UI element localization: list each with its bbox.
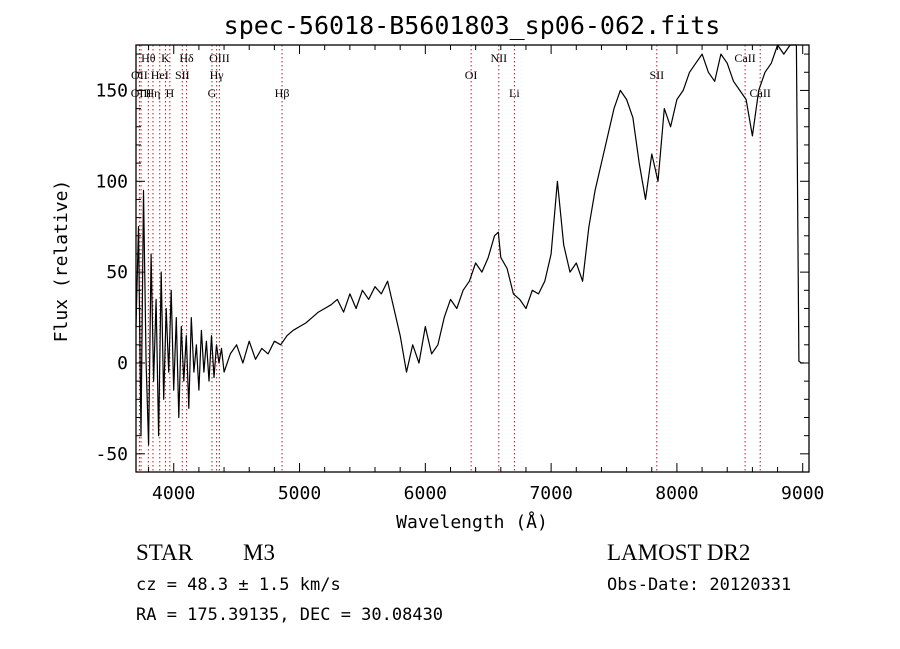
spectrum-line (135, 44, 804, 446)
line-label: Hβ (275, 86, 290, 100)
object-class: STAR (136, 540, 194, 565)
line-label: OIII (209, 51, 230, 65)
line-markers (138, 45, 761, 472)
line-label: H (166, 86, 175, 100)
axis-ticks: 4000 5000 6000 7000 8000 9000 -50 0 50 100 150 (95, 45, 824, 504)
plot-frame (135, 44, 810, 473)
x-tick-label: 8000 (655, 483, 698, 504)
line-label: CaII (750, 86, 771, 100)
line-label: CaII (734, 51, 755, 65)
line-label: Hθ (141, 51, 156, 65)
chart-title: spec-56018-B5601803_sp06-062.fits (224, 11, 721, 40)
obs-date-text: Obs-Date: 20120331 (607, 575, 791, 595)
series-layer (135, 44, 804, 446)
line-label: OIII (131, 86, 152, 100)
y-tick-label: 100 (95, 171, 128, 192)
redshift-text: cz = 48.3 ± 1.5 km/s (136, 575, 341, 595)
object-subclass: M3 (243, 540, 275, 565)
y-tick-label: 50 (106, 262, 128, 283)
x-tick-label: 4000 (152, 483, 195, 504)
x-tick-label: 6000 (404, 483, 447, 504)
line-label: SII (649, 68, 664, 82)
line-label: OI (465, 68, 478, 82)
line-label: Li (509, 86, 520, 100)
x-axis-label: Wavelength (Å) (396, 511, 548, 533)
line-label: Hδ (179, 51, 194, 65)
line-label: NII (490, 51, 507, 65)
y-tick-label: 150 (95, 80, 128, 101)
x-tick-label: 7000 (529, 483, 572, 504)
x-tick-label: 9000 (781, 483, 824, 504)
line-label: HeI (151, 68, 169, 82)
line-label: G (208, 86, 217, 100)
radec-text: RA = 175.39135, DEC = 30.08430 (136, 605, 443, 625)
y-tick-label: 0 (117, 353, 128, 374)
x-tick-label: 5000 (278, 483, 321, 504)
line-label: SII (175, 68, 190, 82)
survey-name: LAMOST DR2 (607, 540, 750, 565)
line-label: Hη (146, 86, 161, 100)
y-tick-label: -50 (95, 444, 128, 465)
line-label: K (161, 51, 170, 65)
line-label: OII (131, 68, 148, 82)
y-axis-label: Flux (relative) (51, 180, 72, 343)
line-label: Hγ (210, 68, 225, 82)
